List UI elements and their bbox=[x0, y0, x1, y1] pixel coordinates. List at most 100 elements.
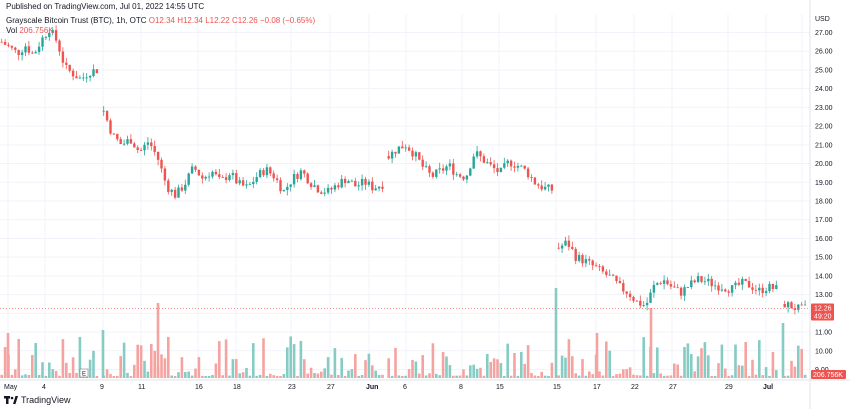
candle-body[interactable] bbox=[357, 185, 360, 187]
candle-body[interactable] bbox=[669, 284, 673, 287]
candle-body[interactable] bbox=[448, 163, 452, 167]
candle-body[interactable] bbox=[703, 281, 707, 283]
candle-body[interactable] bbox=[771, 283, 775, 290]
candle-body[interactable] bbox=[730, 285, 734, 293]
candle-body[interactable] bbox=[156, 151, 160, 160]
candle-body[interactable] bbox=[741, 278, 744, 285]
candle-body[interactable] bbox=[269, 167, 272, 174]
candle-body[interactable] bbox=[3, 41, 7, 45]
candle-body[interactable] bbox=[51, 30, 54, 33]
candle-body[interactable] bbox=[645, 302, 649, 306]
candle-body[interactable] bbox=[221, 177, 224, 178]
event-marker[interactable] bbox=[79, 368, 89, 378]
candle-body[interactable] bbox=[564, 240, 567, 246]
candle-body[interactable] bbox=[404, 147, 407, 149]
candle-body[interactable] bbox=[88, 76, 92, 78]
candle-body[interactable] bbox=[707, 278, 710, 282]
candle-body[interactable] bbox=[475, 151, 479, 157]
candle-body[interactable] bbox=[550, 184, 554, 191]
candle-body[interactable] bbox=[496, 168, 499, 173]
candle-body[interactable] bbox=[800, 304, 803, 306]
candle-body[interactable] bbox=[92, 69, 95, 77]
candle-body[interactable] bbox=[330, 187, 333, 190]
candle-body[interactable] bbox=[656, 283, 659, 285]
candle-body[interactable] bbox=[153, 146, 156, 152]
candle-body[interactable] bbox=[797, 304, 800, 310]
candle-body[interactable] bbox=[0, 41, 3, 43]
candle-body[interactable] bbox=[618, 281, 622, 284]
candle-body[interactable] bbox=[343, 178, 347, 184]
candle-body[interactable] bbox=[571, 246, 574, 249]
candle-body[interactable] bbox=[275, 178, 279, 181]
candle-body[interactable] bbox=[509, 160, 513, 167]
candle-body[interactable] bbox=[588, 259, 591, 261]
candle-body[interactable] bbox=[75, 76, 78, 79]
candle-body[interactable] bbox=[323, 192, 326, 194]
candle-body[interactable] bbox=[387, 156, 390, 159]
candle-body[interactable] bbox=[744, 278, 747, 282]
candle-body[interactable] bbox=[605, 271, 608, 275]
candle-body[interactable] bbox=[292, 173, 296, 185]
candle-body[interactable] bbox=[407, 147, 411, 151]
candle-body[interactable] bbox=[241, 180, 245, 186]
candle-body[interactable] bbox=[639, 300, 642, 306]
candle-body[interactable] bbox=[133, 143, 136, 148]
candle-body[interactable] bbox=[7, 44, 10, 46]
candle-body[interactable] bbox=[452, 163, 455, 175]
candle-body[interactable] bbox=[228, 175, 231, 180]
candle-body[interactable] bbox=[754, 289, 758, 291]
candle-body[interactable] bbox=[530, 177, 533, 178]
candle-body[interactable] bbox=[431, 172, 435, 177]
candle-body[interactable] bbox=[303, 170, 306, 174]
candle-body[interactable] bbox=[54, 30, 58, 41]
candle-body[interactable] bbox=[793, 308, 797, 310]
candle-body[interactable] bbox=[61, 51, 65, 63]
candle-body[interactable] bbox=[523, 165, 526, 169]
candle-body[interactable] bbox=[397, 146, 401, 154]
candle-body[interactable] bbox=[252, 181, 255, 184]
candle-body[interactable] bbox=[435, 169, 438, 177]
candle-body[interactable] bbox=[659, 283, 662, 285]
candle-body[interactable] bbox=[282, 190, 286, 192]
candle-body[interactable] bbox=[584, 259, 588, 264]
candle-body[interactable] bbox=[190, 166, 194, 174]
candle-body[interactable] bbox=[146, 142, 150, 145]
candle-body[interactable] bbox=[326, 187, 330, 193]
candle-body[interactable] bbox=[394, 151, 397, 154]
candle-body[interactable] bbox=[105, 110, 109, 121]
candle-body[interactable] bbox=[445, 166, 448, 171]
candle-body[interactable] bbox=[717, 285, 720, 291]
candle-body[interactable] bbox=[112, 133, 116, 135]
candle-body[interactable] bbox=[218, 174, 221, 178]
candle-body[interactable] bbox=[167, 180, 170, 192]
candle-body[interactable] bbox=[747, 281, 751, 288]
candle-body[interactable] bbox=[17, 49, 20, 56]
candle-body[interactable] bbox=[143, 144, 146, 151]
candle-body[interactable] bbox=[180, 187, 184, 191]
candle-body[interactable] bbox=[696, 276, 700, 283]
candle-body[interactable] bbox=[503, 163, 506, 168]
candle-body[interactable] bbox=[201, 175, 204, 179]
candle-body[interactable] bbox=[377, 186, 381, 189]
candle-body[interactable] bbox=[737, 282, 741, 285]
candle-body[interactable] bbox=[258, 170, 262, 178]
candle-body[interactable] bbox=[262, 170, 265, 176]
candle-body[interactable] bbox=[540, 185, 543, 190]
candle-body[interactable] bbox=[272, 173, 275, 179]
candle-body[interactable] bbox=[333, 185, 337, 190]
candle-body[interactable] bbox=[533, 177, 537, 185]
candle-body[interactable] bbox=[231, 173, 235, 176]
candle-body[interactable] bbox=[700, 276, 703, 282]
candle-body[interactable] bbox=[374, 188, 377, 191]
candle-body[interactable] bbox=[543, 186, 547, 190]
candle-body[interactable] bbox=[662, 280, 666, 284]
candle-body[interactable] bbox=[751, 287, 754, 290]
candle-body[interactable] bbox=[622, 283, 625, 292]
candle-body[interactable] bbox=[727, 291, 730, 293]
candle-body[interactable] bbox=[567, 240, 571, 247]
candle-body[interactable] bbox=[489, 162, 492, 165]
candle-body[interactable] bbox=[37, 46, 41, 53]
candle-body[interactable] bbox=[139, 150, 143, 151]
candle-body[interactable] bbox=[764, 291, 768, 294]
